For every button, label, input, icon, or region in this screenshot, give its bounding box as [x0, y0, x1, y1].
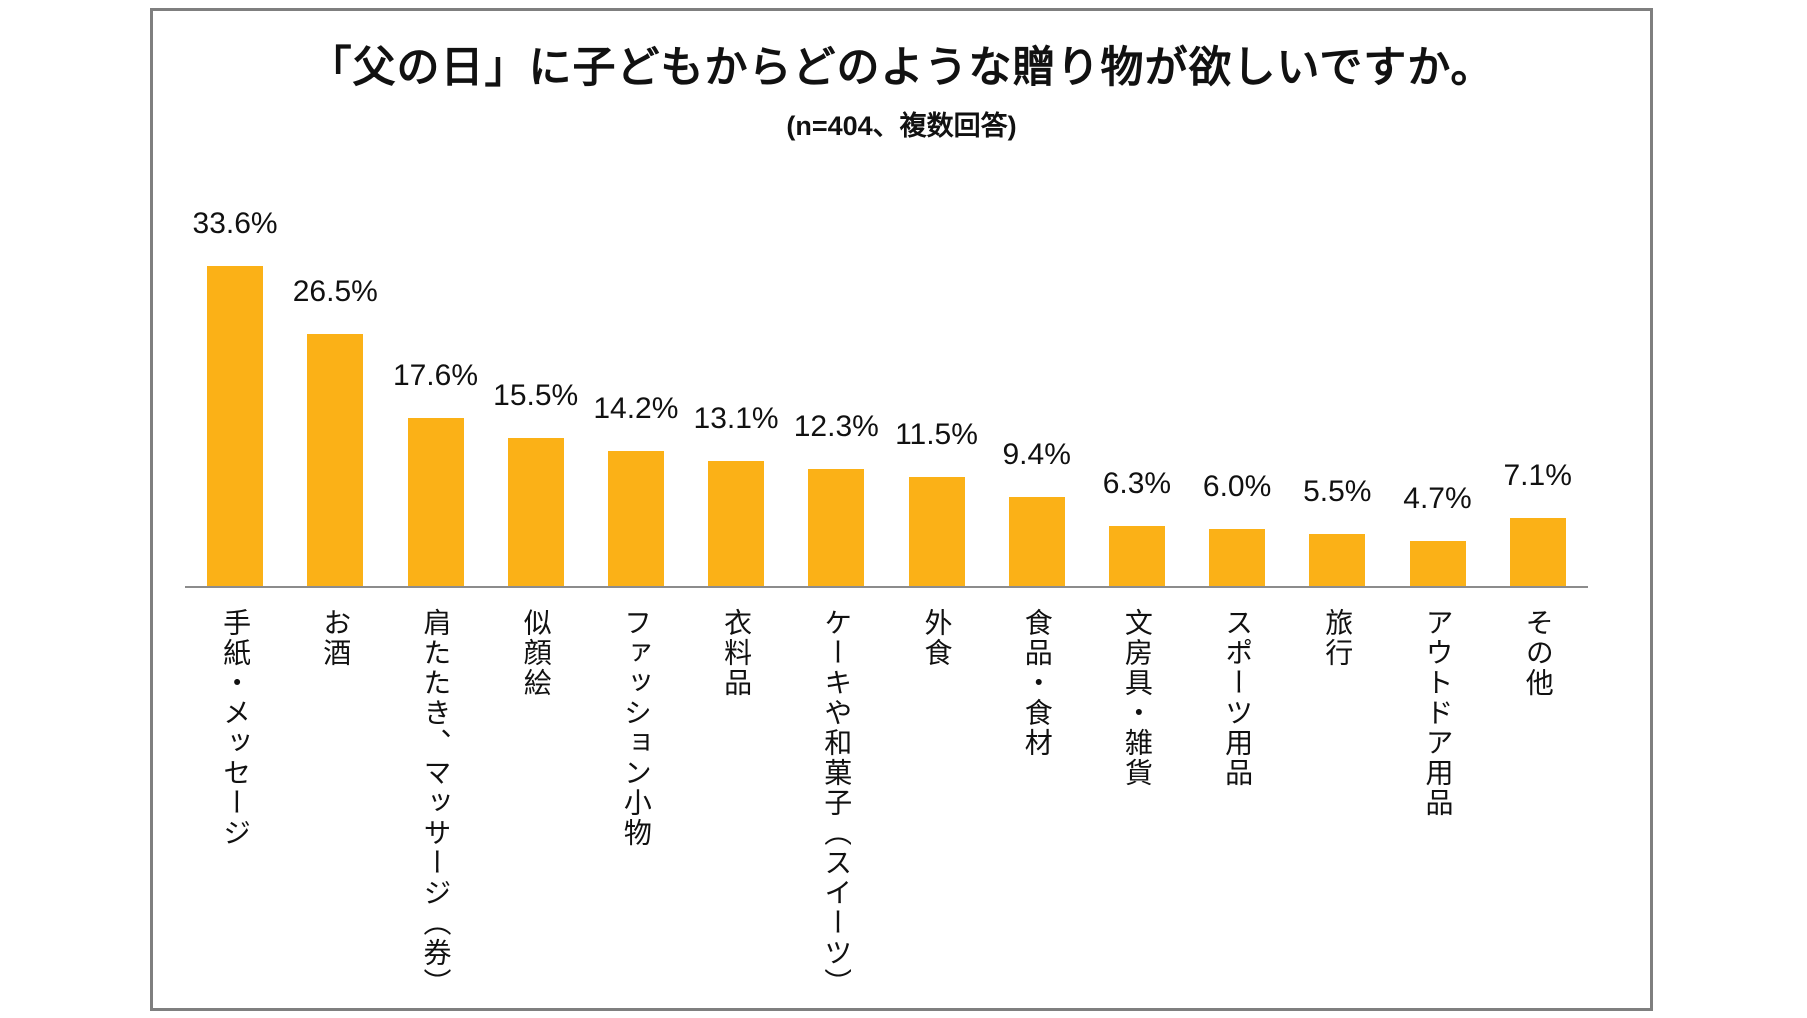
bar-value-label: 4.7%: [1403, 482, 1472, 515]
chart-frame: 「父の日」に子どもからどのような贈り物が欲しいですか。 (n=404、複数回答)…: [150, 8, 1653, 1011]
category-label: 手紙・メッセージ: [220, 608, 251, 848]
bar: [1409, 541, 1466, 586]
bar-value-label: 33.6%: [192, 207, 278, 240]
bar-value-label: 15.5%: [493, 379, 579, 412]
bar: [808, 469, 865, 586]
category-label: アウトドア用品: [1422, 608, 1453, 818]
category-label: 肩たたき、マッサージ（券）: [420, 608, 451, 998]
category-label: 旅行: [1322, 608, 1353, 668]
category-label: ケーキや和菓子（スイーツ）: [821, 608, 852, 998]
category-label: スポーツ用品: [1222, 608, 1253, 788]
category-label: 衣料品: [721, 608, 752, 698]
bar: [207, 266, 264, 586]
category-label: 似顔絵: [520, 608, 551, 698]
bar: [1509, 518, 1566, 586]
bar: [507, 438, 564, 586]
bar-value-label: 6.0%: [1202, 470, 1272, 503]
bar-value-label: 11.5%: [895, 418, 978, 451]
category-label: 文房具・雑貨: [1121, 608, 1152, 788]
category-label: お酒: [320, 608, 351, 668]
bar-value-label: 7.1%: [1503, 459, 1572, 492]
chart-subtitle: (n=404、複数回答): [786, 111, 1017, 141]
chart-title: 「父の日」に子どもからどのような贈り物が欲しいですか。: [308, 44, 1495, 92]
bar-value-label: 6.3%: [1102, 467, 1172, 500]
category-label: 食品・食材: [1021, 608, 1052, 758]
bar: [407, 418, 464, 586]
category-label: 外食: [921, 608, 952, 668]
bar-value-label: 17.6%: [392, 359, 479, 392]
category-label: その他: [1522, 608, 1553, 698]
bar: [307, 334, 364, 586]
bar-value-label: 9.4%: [1002, 438, 1071, 471]
bar-value-label: 13.1%: [693, 402, 779, 435]
bar-value-label: 26.5%: [292, 275, 378, 308]
bar: [708, 461, 765, 586]
bar-value-label: 14.2%: [593, 392, 679, 425]
bar-value-label: 5.5%: [1303, 475, 1372, 508]
category-label: ファッション小物: [620, 608, 651, 848]
bar-value-label: 12.3%: [793, 410, 879, 443]
bar: [1008, 497, 1065, 586]
x-axis-line: [185, 586, 1588, 588]
bar: [908, 477, 965, 586]
bar: [1108, 526, 1165, 586]
bar: [1309, 534, 1366, 586]
bar: [607, 451, 664, 586]
bar: [1209, 529, 1266, 586]
